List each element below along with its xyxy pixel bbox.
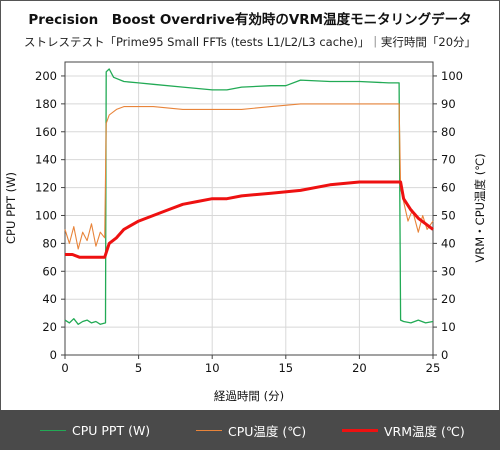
y-left-axis-label: CPU PPT (W) — [4, 172, 18, 244]
x-axis-label: 経過時間 (分) — [214, 389, 284, 403]
y-right-axis-label: VRM・CPU温度 (℃) — [473, 153, 487, 262]
y-left-tick-label: 160 — [35, 125, 57, 139]
y-left-tick-label: 20 — [42, 320, 57, 334]
legend-swatch-vrm-temp — [342, 428, 378, 432]
y-left-tick-label: 200 — [35, 69, 57, 83]
series-line-ppt — [64, 68, 434, 325]
y-left-tick-label: 0 — [50, 348, 57, 362]
x-tick-label: 10 — [205, 361, 220, 375]
y-left-tick-label: 60 — [42, 264, 57, 278]
grid — [64, 62, 434, 356]
x-tick-label: 25 — [426, 361, 441, 375]
chart-title: Precision Boost Overdrive有効時のVRM温度モニタリング… — [28, 12, 472, 28]
legend-item-vrm-temp: VRM温度 (℃) — [342, 420, 465, 440]
y-right-tick-label: 10 — [441, 320, 456, 334]
y-right-ticks: 0 10 20 30 40 50 60 70 80 90 100 — [433, 69, 463, 362]
series-lines — [64, 68, 434, 325]
legend: CPU PPT (W) CPU温度 (℃) VRM温度 (℃) — [0, 410, 500, 450]
series-line-cpu-temp — [64, 103, 434, 250]
x-tick-label: 20 — [352, 361, 367, 375]
y-right-tick-label: 60 — [441, 181, 456, 195]
legend-swatch-ppt — [40, 429, 66, 431]
legend-item-ppt: CPU PPT (W) — [40, 420, 150, 440]
x-ticks: 0 5 10 15 20 25 — [61, 355, 440, 375]
y-left-tick-label: 120 — [35, 181, 57, 195]
y-right-tick-label: 50 — [441, 208, 456, 222]
series-line-vrm-temp — [65, 180, 434, 259]
legend-label-cpu-temp: CPU温度 (℃) — [228, 423, 307, 439]
y-right-tick-label: 0 — [441, 348, 448, 362]
legend-swatch-cpu-temp — [196, 429, 222, 431]
x-tick-label: 0 — [61, 361, 68, 375]
y-right-tick-label: 100 — [441, 69, 463, 83]
y-left-tick-label: 40 — [42, 292, 57, 306]
y-right-tick-label: 30 — [441, 264, 456, 278]
y-right-tick-label: 80 — [441, 125, 456, 139]
legend-label-ppt: CPU PPT (W) — [72, 422, 151, 438]
y-right-tick-label: 20 — [441, 292, 456, 306]
chart-subtitle: ストレステスト「Prime95 Small FFTs (tests L1/L2/… — [23, 35, 477, 49]
y-left-tick-label: 80 — [42, 236, 57, 250]
x-tick-label: 5 — [135, 361, 142, 375]
y-left-ticks: 0 20 40 60 80 100 120 140 160 180 200 — [35, 69, 65, 362]
y-left-tick-label: 100 — [35, 208, 57, 222]
plot-border — [64, 61, 434, 356]
y-right-tick-label: 70 — [441, 153, 456, 167]
x-tick-label: 15 — [278, 361, 293, 375]
y-left-tick-label: 180 — [35, 97, 57, 111]
y-right-tick-label: 40 — [441, 236, 456, 250]
legend-item-cpu-temp: CPU温度 (℃) — [196, 420, 306, 440]
y-right-tick-label: 90 — [441, 97, 456, 111]
y-left-tick-label: 140 — [35, 153, 57, 167]
legend-label-vrm-temp: VRM温度 (℃) — [384, 423, 465, 439]
